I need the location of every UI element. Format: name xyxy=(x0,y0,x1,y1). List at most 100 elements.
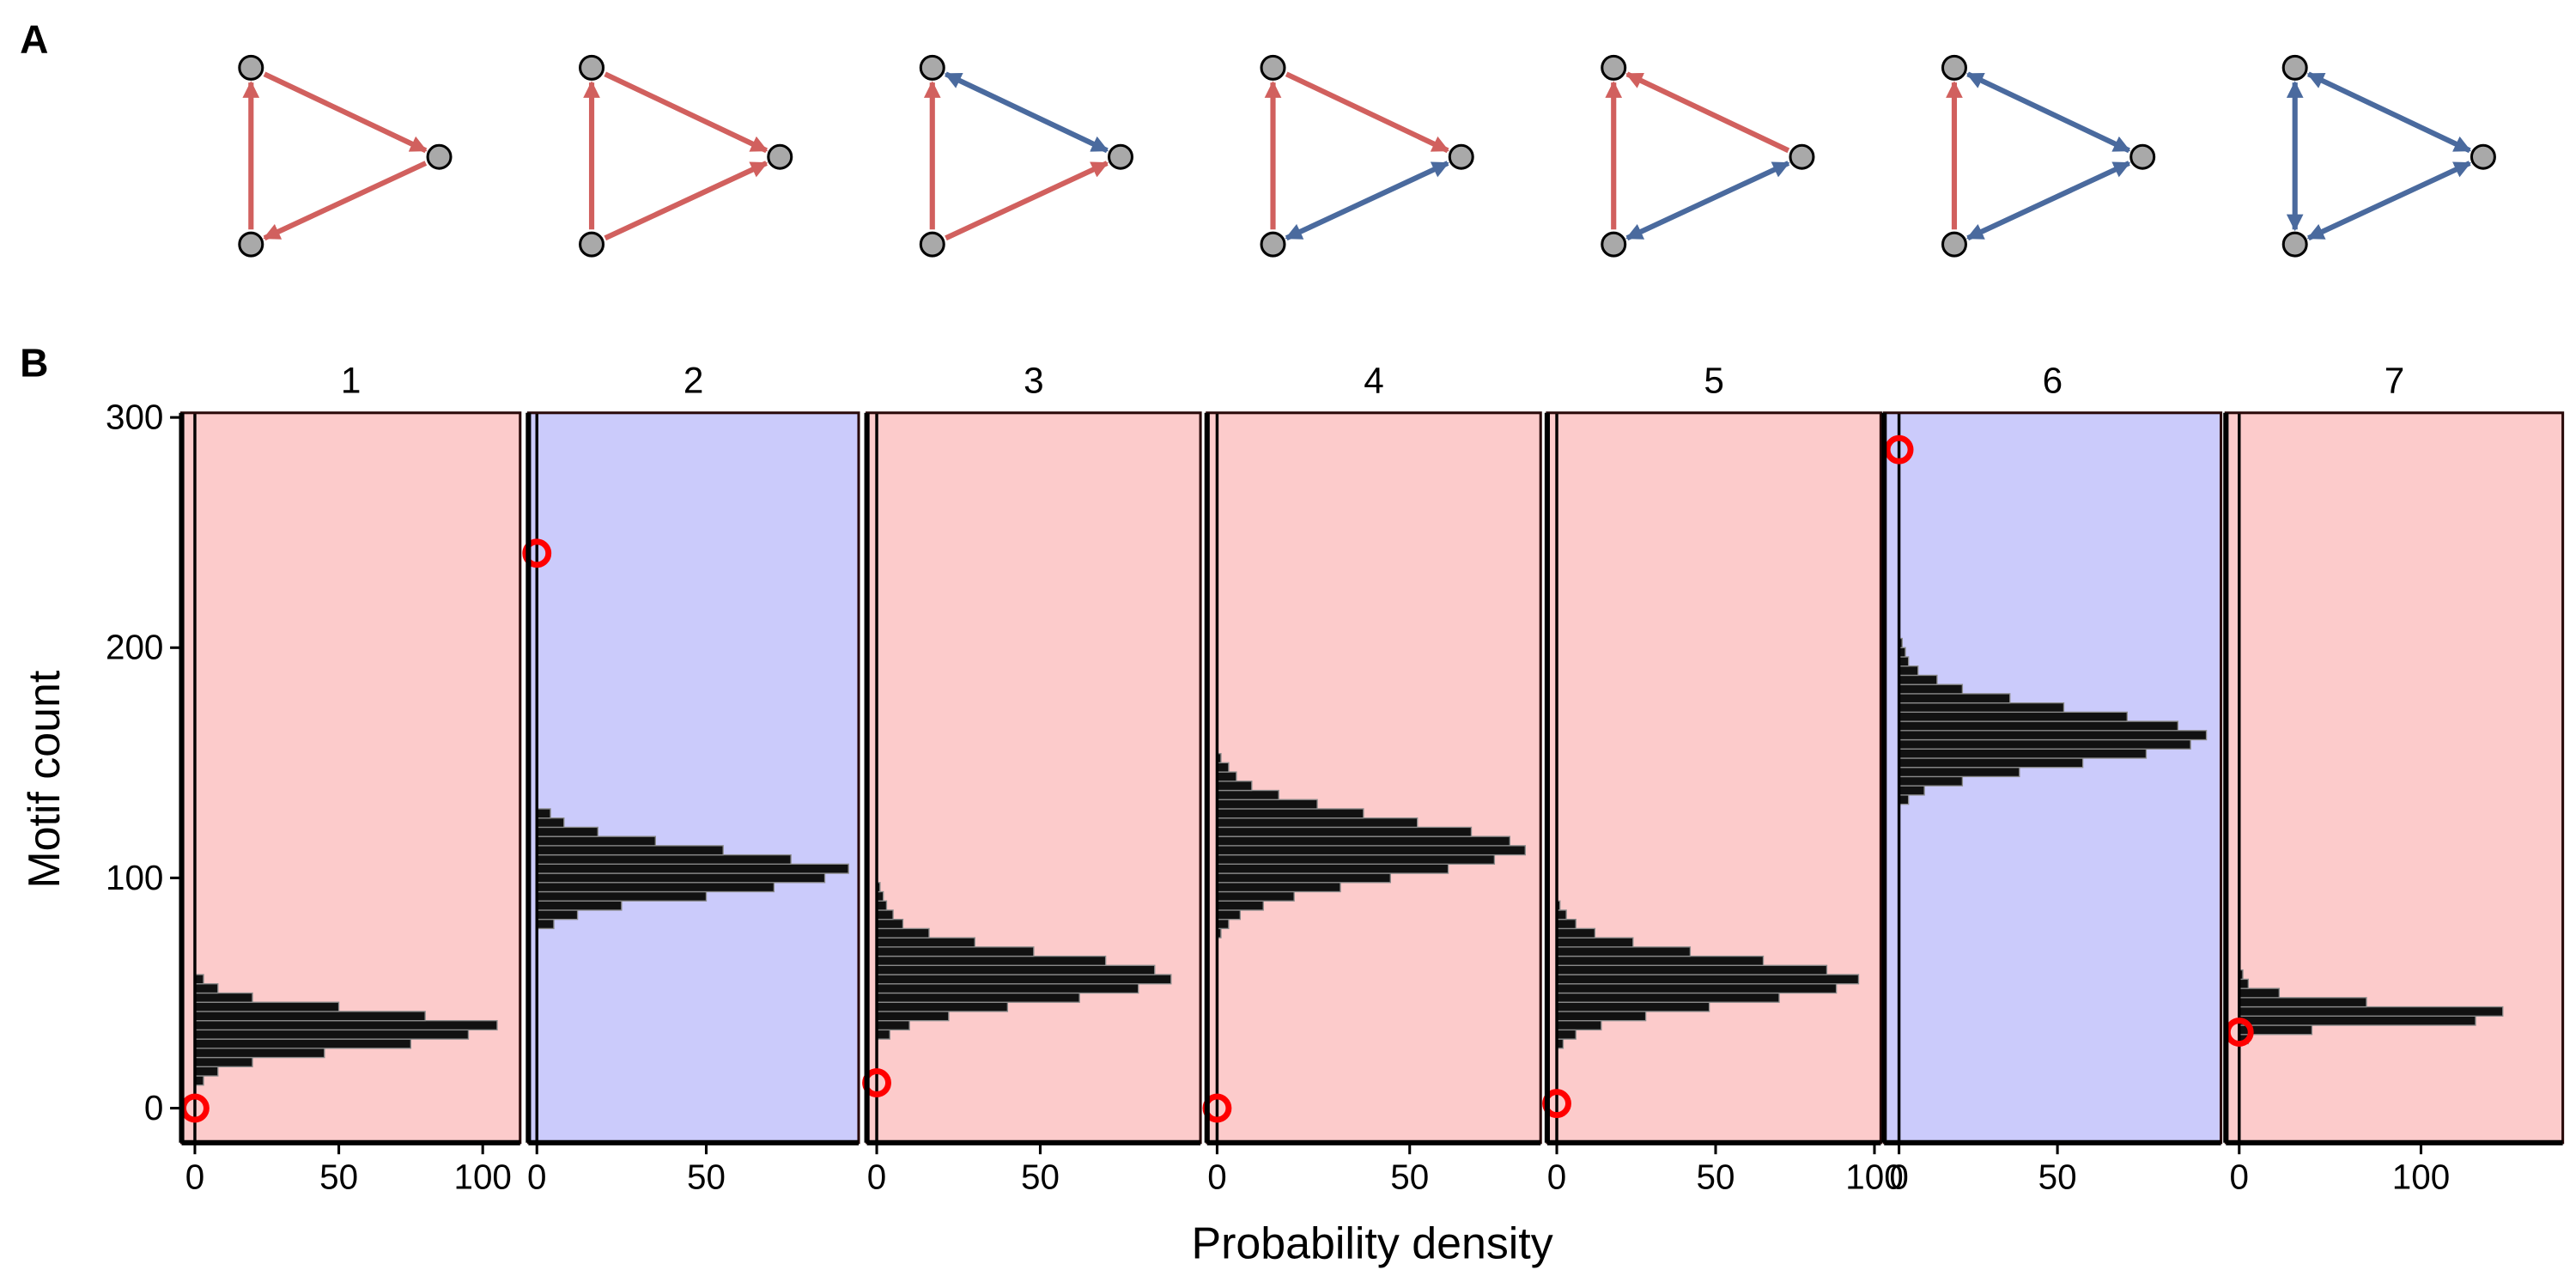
histogram-bar xyxy=(536,900,623,911)
histogram-bar xyxy=(876,1001,1009,1012)
histogram-bar xyxy=(1898,683,1964,695)
motif-edge xyxy=(263,161,428,241)
histogram-bar xyxy=(1556,983,1838,994)
histogram-bar xyxy=(1898,757,2084,769)
histogram-bar xyxy=(1216,863,1449,874)
histogram-bar xyxy=(876,1029,890,1040)
x-tick-label: 50 xyxy=(1390,1157,1429,1197)
subplot-title: 7 xyxy=(2385,361,2405,401)
subplot: 6 0 50 xyxy=(1881,361,2223,1197)
histogram-bar xyxy=(536,845,724,856)
motif-node xyxy=(426,143,453,170)
histogram-bar xyxy=(194,1038,412,1049)
histogram-bar xyxy=(2239,1015,2476,1026)
histogram-bar xyxy=(1216,781,1253,792)
histogram-bar xyxy=(1898,730,2208,741)
histogram-bar xyxy=(536,919,555,930)
x-tick-label: 0 xyxy=(867,1157,886,1197)
x-tick-label: 50 xyxy=(319,1157,358,1197)
x-tick-label: 50 xyxy=(1697,1157,1735,1197)
motif-node xyxy=(579,231,605,258)
histogram-bar xyxy=(876,919,904,930)
histogram-bar xyxy=(536,817,565,829)
motif-node xyxy=(2281,231,2308,258)
histogram-bar xyxy=(1556,955,1765,966)
histogram-bar xyxy=(1556,1011,1647,1022)
histogram-bar xyxy=(876,1011,950,1022)
motif-node xyxy=(238,231,264,258)
histogram-bar xyxy=(1898,711,2128,722)
histogram-bar xyxy=(1556,992,1780,1003)
motif-edge xyxy=(604,71,769,154)
histogram-bar xyxy=(1898,775,1964,787)
histogram-bar xyxy=(2239,1005,2504,1017)
x-tick-label: 100 xyxy=(1845,1157,1903,1197)
subplot: 50 50 100 xyxy=(1542,361,1904,1197)
histogram-bar xyxy=(194,1066,219,1077)
subplot-title: 2 xyxy=(683,361,704,401)
histogram-bar xyxy=(1216,817,1419,829)
histogram-bar xyxy=(876,964,1156,975)
histogram-bar xyxy=(536,826,598,837)
histogram-bar xyxy=(536,835,656,847)
histogram-bar xyxy=(1216,799,1318,810)
motif-node xyxy=(1789,143,1815,170)
histogram-bar xyxy=(194,983,219,994)
motif-edge xyxy=(1625,71,1790,154)
subplot: 4 0 50 xyxy=(1202,361,1542,1197)
histogram-bar xyxy=(194,1001,340,1012)
histogram-bar xyxy=(2239,987,2281,999)
x-tick-label: 50 xyxy=(1021,1157,1060,1197)
histogram-bar xyxy=(536,808,551,819)
subplot-title: 4 xyxy=(1364,361,1384,401)
histogram-bar xyxy=(194,1029,470,1040)
histogram-bar xyxy=(536,909,579,920)
histogram-bar xyxy=(1216,854,1496,865)
histogram-bar xyxy=(1898,748,2148,759)
histogram-bar xyxy=(1898,720,2179,732)
panel-label: B xyxy=(20,340,48,385)
y-tick-label: 0 xyxy=(144,1088,163,1127)
subplot: 20 50 xyxy=(522,361,860,1197)
motif-node xyxy=(1941,54,1967,81)
motif-node xyxy=(919,54,945,81)
histogram-bar xyxy=(1216,771,1237,782)
histogram-bar xyxy=(536,872,826,884)
histogram-bar xyxy=(1556,1029,1577,1040)
motif xyxy=(919,54,1133,258)
histogram-bar xyxy=(876,946,1035,957)
histogram-bar xyxy=(1216,909,1242,920)
plot-background xyxy=(866,412,1201,1143)
motif xyxy=(579,54,793,258)
motif xyxy=(238,54,453,258)
histogram-bar xyxy=(1216,789,1279,800)
subplot: 7 0 100 xyxy=(2223,361,2565,1197)
histogram-bar xyxy=(1898,767,2020,778)
x-tick-label: 100 xyxy=(2392,1157,2450,1197)
subplot-title: 6 xyxy=(2043,361,2063,401)
x-tick-label: 0 xyxy=(1547,1157,1566,1197)
y-tick-label: 100 xyxy=(106,858,163,897)
motif-edge xyxy=(2306,71,2472,154)
histogram-bar xyxy=(1556,937,1634,948)
motif xyxy=(1941,54,2156,258)
motif xyxy=(2281,54,2496,258)
motif xyxy=(1601,54,1815,258)
y-axis-label: Motif count xyxy=(20,670,70,888)
motif-diagrams xyxy=(238,54,2496,258)
histogram-bar xyxy=(1216,919,1230,930)
y-tick-label: 200 xyxy=(106,628,163,667)
histogram-bar xyxy=(1556,946,1692,957)
histogram-bar xyxy=(1216,808,1364,819)
motif-node xyxy=(238,54,264,81)
histogram-bar xyxy=(876,1019,910,1031)
motif-node xyxy=(919,231,945,258)
histogram-bar xyxy=(1556,964,1828,975)
histogram-bar xyxy=(1216,872,1391,884)
motif-node xyxy=(579,54,605,81)
histogram-bar xyxy=(1216,835,1511,847)
histogram-bar xyxy=(1898,674,1938,685)
histogram-bar xyxy=(194,1048,325,1059)
